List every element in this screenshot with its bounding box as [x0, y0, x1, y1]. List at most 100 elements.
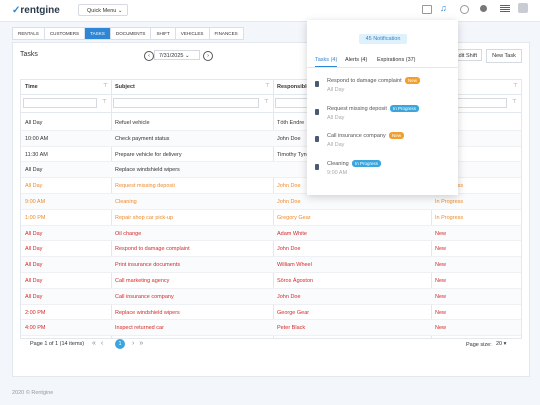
tabs: RENTALS CUSTOMERS TASKS DOCUMENTS SHIFT VEHIC… — [12, 27, 244, 40]
row[interactable] — [21, 273, 521, 289]
prev-day[interactable]: ‹ — [144, 51, 154, 61]
item-title[interactable]: Respond to damage complaint — [327, 78, 402, 84]
item-icon — [315, 108, 319, 115]
avatar[interactable] — [518, 3, 528, 13]
new-task[interactable]: New Task — [486, 49, 522, 63]
row[interactable] — [21, 288, 521, 305]
cell: All Day — [25, 262, 43, 269]
row[interactable] — [21, 241, 521, 258]
icon-help[interactable] — [480, 5, 487, 12]
item-icon — [315, 163, 319, 170]
tab[interactable]: DOCUMENTS — [109, 27, 152, 40]
cell: Peter Black — [277, 325, 306, 332]
row[interactable] — [21, 147, 521, 163]
item-title[interactable]: Call insurance company — [327, 133, 386, 139]
item-time: All Day — [327, 142, 345, 148]
row[interactable] — [21, 320, 521, 337]
quick-menu[interactable]: Quick Menu ⌄ — [78, 4, 128, 16]
footer: 2020 © Rentgine — [12, 390, 54, 396]
cell: Timothy Tyne — [277, 151, 310, 158]
popup-tab-line — [307, 67, 458, 68]
filter-dropdown[interactable]: ⊤ — [264, 99, 269, 105]
row[interactable] — [21, 257, 521, 273]
column-header: Time — [25, 84, 38, 90]
page-size[interactable]: 20 ▾ — [496, 341, 507, 347]
item-icon — [315, 136, 319, 142]
cell: All Day — [25, 278, 43, 284]
page-current[interactable]: 1 — [115, 339, 125, 349]
item-title[interactable]: Cleaning — [327, 160, 349, 167]
pager-nav[interactable]: ›» — [132, 340, 149, 347]
cell: Call marketing agency — [115, 278, 170, 284]
cell: Sōros Ágoston — [277, 278, 314, 284]
row[interactable] — [21, 305, 521, 321]
cell: Request missing deposit — [115, 183, 175, 190]
next-day[interactable]: › — [203, 51, 213, 61]
cell: Prepare vehicle for delivery — [115, 151, 182, 158]
row[interactable] — [21, 115, 521, 131]
cell: Inspect returned car — [115, 325, 164, 332]
filter-icon[interactable]: ⊤ — [513, 83, 518, 89]
row[interactable] — [21, 194, 521, 210]
filter-input[interactable] — [23, 98, 97, 108]
item-time: All Day — [327, 87, 345, 93]
cell: Refuel vehicle — [115, 120, 150, 126]
cell: In Progress — [435, 214, 464, 221]
tab[interactable]: FINANCES — [208, 27, 244, 40]
cell: 11:30 AM — [25, 151, 48, 158]
page-size-label: Page size: — [466, 342, 492, 348]
cell: Replace windshield wipers — [115, 167, 180, 174]
cell: Repair shop car pick-up — [115, 214, 174, 221]
column-header: Responsible — [277, 84, 310, 90]
icon-settings[interactable] — [460, 5, 469, 14]
cell: Respond to damage complaint — [115, 246, 190, 253]
cell: Print insurance documents — [115, 262, 181, 269]
cell: New — [435, 293, 447, 300]
date-picker[interactable]: 7/31/2025 ⌄ — [154, 50, 200, 60]
row[interactable] — [21, 178, 521, 194]
row[interactable] — [21, 210, 521, 226]
cell: 9:00 AM — [25, 199, 46, 205]
tab[interactable]: VEHICLES — [174, 27, 210, 40]
tab[interactable]: CUSTOMERS — [43, 27, 86, 40]
tab[interactable]: TASKS — [84, 27, 111, 40]
quick-menu-label: Quick Menu — [87, 8, 117, 14]
item-badge: New — [405, 77, 421, 84]
item-badge: In Progress — [352, 159, 382, 167]
cell: 4:00 PM — [25, 325, 46, 332]
row[interactable] — [21, 225, 521, 242]
date: 7/31/2025 — [159, 53, 184, 59]
filter-input[interactable] — [113, 98, 259, 108]
cell: All Day — [25, 230, 43, 237]
cell: 1:00 PM — [25, 214, 46, 221]
popup-tab[interactable]: Alerts (4) — [345, 57, 368, 63]
tab[interactable]: SHIFT — [150, 27, 176, 40]
icon-bell[interactable]: ♫ — [440, 3, 447, 13]
item-time: 9:00 AM — [327, 169, 348, 176]
flag[interactable] — [500, 5, 510, 12]
item-time: All Day — [327, 114, 345, 121]
filter-icon[interactable]: ⊤ — [265, 83, 270, 89]
popup-tab[interactable]: Expirations (37) — [377, 57, 416, 63]
cell: John Doe — [277, 183, 301, 190]
logo: ✓rentgine — [12, 5, 60, 16]
cell: New — [435, 309, 447, 316]
logo-text: rentgine — [20, 5, 60, 16]
item-title[interactable]: Request missing deposit — [327, 105, 387, 112]
tab[interactable]: RENTALS — [12, 27, 45, 40]
cell: New — [435, 246, 447, 253]
cell: 2:00 PM — [25, 309, 46, 316]
filter-dropdown[interactable]: ⊤ — [512, 99, 517, 105]
filter-row — [21, 112, 521, 113]
popup-tab[interactable]: Tasks (4) — [315, 57, 338, 67]
cell: New — [435, 262, 447, 269]
icon-mail[interactable] — [422, 5, 432, 14]
pager-nav[interactable]: «‹ — [92, 340, 109, 347]
cell: In Progress — [435, 199, 464, 205]
cell: New — [435, 325, 447, 332]
filter-dropdown[interactable]: ⊤ — [102, 99, 107, 105]
cell: All Day — [25, 183, 43, 190]
cell: John Doe — [277, 246, 301, 253]
filter-icon[interactable]: ⊤ — [103, 83, 108, 89]
